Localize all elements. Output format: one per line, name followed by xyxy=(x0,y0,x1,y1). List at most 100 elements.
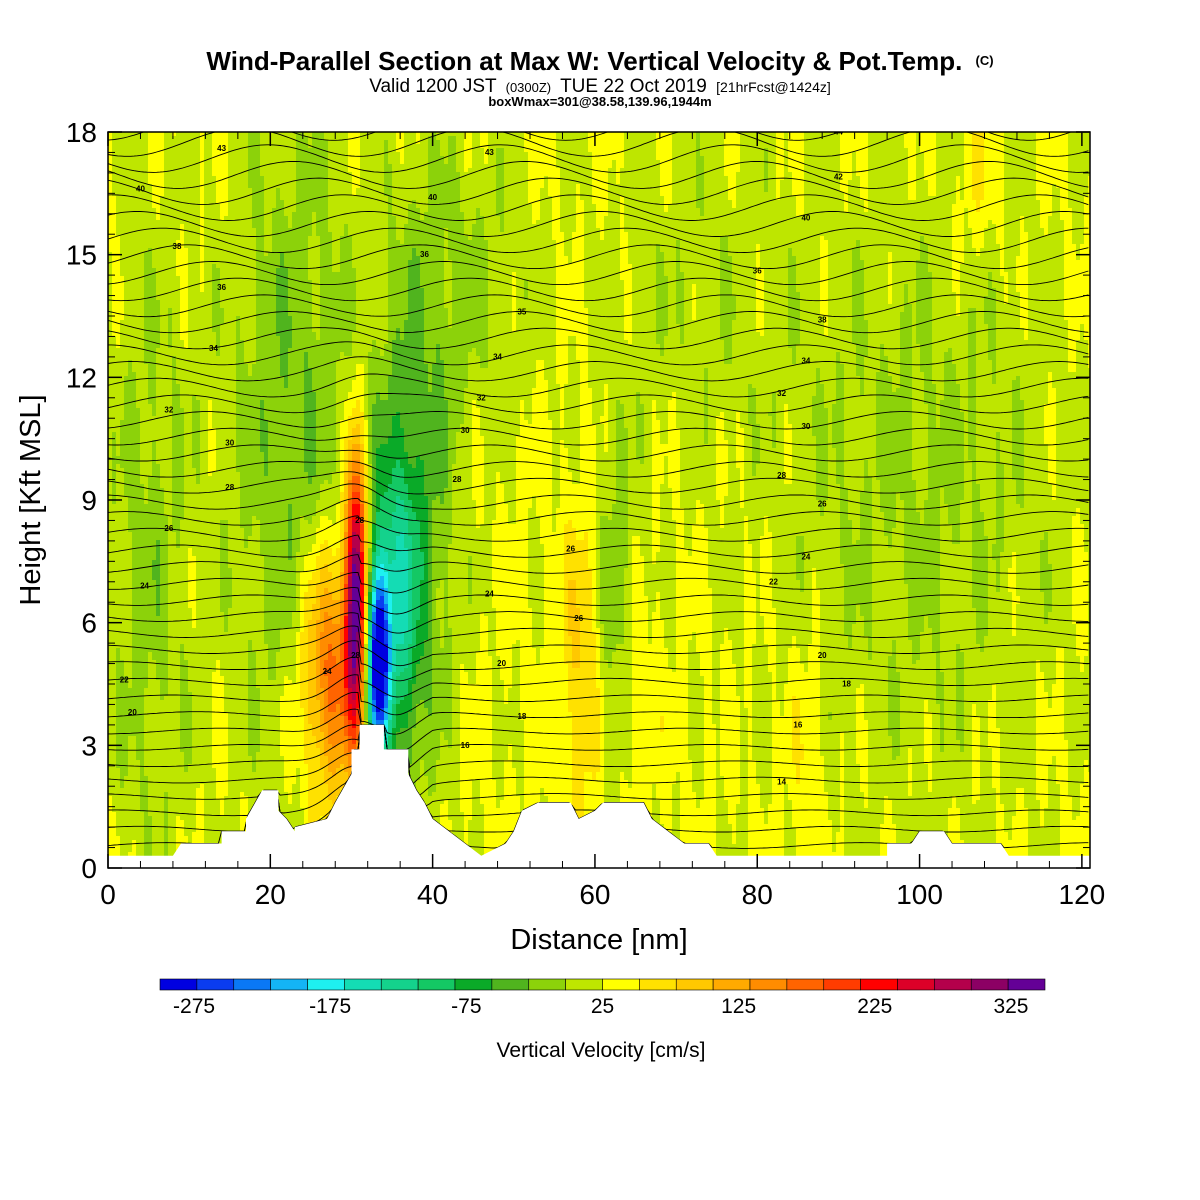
velocity-cell xyxy=(208,312,213,317)
velocity-cell xyxy=(124,524,129,529)
velocity-cell xyxy=(212,204,217,209)
velocity-cell xyxy=(172,664,177,669)
velocity-cell xyxy=(160,520,165,525)
velocity-cell xyxy=(136,736,141,741)
velocity-cell xyxy=(120,196,125,201)
velocity-cell xyxy=(196,288,201,293)
velocity-cell xyxy=(168,188,173,193)
velocity-cell xyxy=(180,468,185,473)
velocity-cell xyxy=(148,276,153,281)
velocity-cell xyxy=(156,328,161,333)
velocity-cell xyxy=(184,264,189,269)
velocity-cell xyxy=(176,316,181,321)
velocity-cell xyxy=(212,164,217,169)
velocity-cell xyxy=(124,324,129,329)
velocity-cell xyxy=(128,140,133,145)
velocity-cell xyxy=(168,584,173,589)
velocity-cell xyxy=(184,508,189,513)
velocity-cell xyxy=(144,384,149,389)
velocity-cell xyxy=(180,544,185,549)
velocity-cell xyxy=(148,608,153,613)
velocity-cell xyxy=(128,348,133,353)
velocity-cell xyxy=(164,356,169,361)
velocity-cell xyxy=(120,408,125,413)
velocity-cell xyxy=(172,300,177,305)
velocity-cell xyxy=(124,496,129,501)
velocity-cell xyxy=(172,236,177,241)
velocity-cell xyxy=(148,732,153,737)
velocity-cell xyxy=(204,344,209,349)
velocity-cell xyxy=(140,732,145,737)
velocity-cell xyxy=(196,296,201,301)
velocity-cell xyxy=(124,364,129,369)
velocity-cell xyxy=(136,428,141,433)
velocity-cell xyxy=(168,700,173,705)
velocity-cell xyxy=(148,472,153,477)
velocity-cell xyxy=(184,620,189,625)
velocity-cell xyxy=(120,324,125,329)
velocity-cell xyxy=(128,488,133,493)
velocity-cell xyxy=(164,716,169,721)
velocity-cell xyxy=(124,828,129,833)
velocity-cell xyxy=(196,340,201,345)
velocity-cell xyxy=(172,616,177,621)
velocity-cell xyxy=(168,388,173,393)
velocity-cell xyxy=(152,644,157,649)
velocity-cell xyxy=(132,224,137,229)
velocity-cell xyxy=(204,620,209,625)
velocity-cell xyxy=(112,640,117,645)
velocity-cell xyxy=(196,536,201,541)
velocity-cell xyxy=(108,664,113,669)
velocity-cell xyxy=(176,740,181,745)
velocity-cell xyxy=(204,404,209,409)
velocity-cell xyxy=(188,620,193,625)
velocity-cell xyxy=(120,836,125,841)
velocity-cell xyxy=(112,236,117,241)
velocity-cell xyxy=(196,248,201,253)
velocity-cell xyxy=(140,356,145,361)
velocity-cell xyxy=(116,572,121,577)
velocity-cell xyxy=(132,728,137,733)
velocity-cell xyxy=(124,452,129,457)
velocity-cell xyxy=(192,228,197,233)
velocity-cell xyxy=(128,720,133,725)
velocity-cell xyxy=(128,392,133,397)
velocity-cell xyxy=(124,536,129,541)
velocity-cell xyxy=(184,204,189,209)
velocity-cell xyxy=(208,396,213,401)
velocity-cell xyxy=(200,300,205,305)
velocity-cell xyxy=(184,356,189,361)
velocity-cell xyxy=(116,788,121,793)
velocity-cell xyxy=(180,740,185,745)
velocity-cell xyxy=(208,756,213,761)
velocity-cell xyxy=(128,300,133,305)
velocity-cell xyxy=(128,152,133,157)
velocity-cell xyxy=(172,836,177,841)
velocity-cell xyxy=(208,336,213,341)
velocity-cell xyxy=(184,376,189,381)
velocity-cell xyxy=(144,260,149,265)
velocity-cell xyxy=(124,352,129,357)
velocity-cell xyxy=(184,372,189,377)
velocity-cell xyxy=(160,748,165,753)
velocity-cell xyxy=(136,260,141,265)
velocity-cell xyxy=(156,288,161,293)
velocity-cell xyxy=(200,604,205,609)
velocity-cell xyxy=(156,776,161,781)
velocity-cell xyxy=(136,812,141,817)
velocity-cell xyxy=(176,656,181,661)
velocity-cell xyxy=(184,200,189,205)
velocity-cell xyxy=(168,752,173,757)
velocity-cell xyxy=(200,416,205,421)
velocity-cell xyxy=(140,696,145,701)
velocity-cell xyxy=(164,184,169,189)
velocity-cell xyxy=(184,180,189,185)
velocity-cell xyxy=(140,792,145,797)
velocity-cell xyxy=(168,672,173,677)
velocity-cell xyxy=(180,648,185,653)
velocity-cell xyxy=(112,496,117,501)
velocity-cell xyxy=(124,212,129,217)
velocity-cell xyxy=(188,536,193,541)
velocity-cell xyxy=(164,836,169,841)
velocity-cell xyxy=(148,496,153,501)
